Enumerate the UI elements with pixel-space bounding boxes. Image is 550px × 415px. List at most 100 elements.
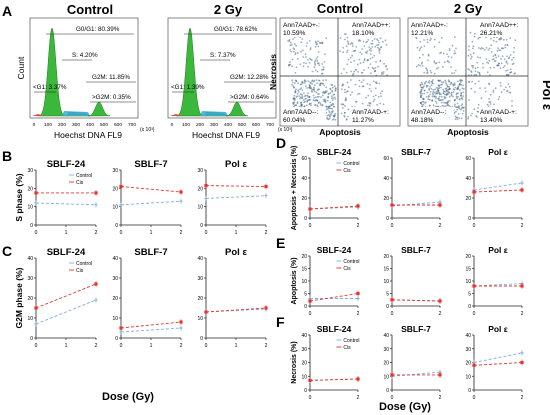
chart-title: SBLF-24 [47,247,86,258]
event-dot [328,110,330,112]
series-control [204,306,268,315]
event-dot [456,116,459,119]
event-dot [487,105,490,107]
event-dot [492,55,495,57]
event-dot [461,112,464,115]
event-dot [342,84,345,86]
chart-C-1: SBLF-7 0 10 20 30 40 0 1 2 [112,247,182,349]
event-dot [423,89,426,92]
x-tick-label: 0 [309,311,312,317]
event-dot [305,97,307,100]
data-point [520,284,524,288]
event-dot [378,52,381,54]
histogram-title: Control [67,2,113,17]
data-point [119,184,123,189]
event-dot [472,64,474,67]
series-cis [204,182,268,190]
event-dot [444,90,447,93]
event-dot [361,102,364,105]
quadrant-value: 26.21% [480,30,503,37]
event-dot [476,66,479,69]
data-point [264,194,268,198]
event-dot [321,94,324,97]
quadrant-name: Ann7AAD++: [352,22,391,29]
event-dot [433,72,436,75]
event-dot [442,92,445,95]
data-point [390,203,394,207]
y-tick-label: 5 [468,292,471,298]
event-dot [346,36,349,39]
quadrant-name: Ann7AAD--: [283,109,318,116]
x-tick-label: 2 [521,223,524,229]
event-dot [460,104,463,107]
x-tick-label: 0 [120,230,123,236]
flow-xlabel: Apoptosis [447,127,489,137]
chart-title: Pol ε [488,324,508,334]
event-dot [291,44,293,46]
y-tick-label: 20 [383,254,389,260]
event-dot [303,92,305,94]
event-dot [434,88,437,91]
event-dot [349,43,352,45]
event-dot [469,53,472,56]
chart-title: SBLF-7 [134,159,167,170]
event-dot [488,101,491,104]
event-dot [317,105,319,108]
event-dot [461,97,464,99]
event-dot [454,105,456,107]
y-tick-label: 40 [465,176,471,182]
event-dot [453,52,455,55]
series-cis [204,305,268,315]
data-point [264,184,268,189]
event-dot [435,67,438,70]
event-dot [421,83,424,86]
panel-letter-a: A [2,3,12,19]
event-dot [512,62,515,65]
event-dot [373,54,376,57]
event-dot [445,82,447,85]
series-control [119,325,183,335]
y-tick-label: 20 [27,296,33,302]
series-line [205,185,267,187]
y-tick-label: 20 [301,196,307,202]
event-dot [366,83,369,85]
event-dot [447,101,449,104]
series-control [472,180,524,193]
event-dot [507,74,509,76]
event-dot [439,79,442,82]
event-dot [495,56,498,59]
event-dot [303,62,305,64]
event-dot [367,38,370,41]
event-dot [442,90,445,93]
event-dot [372,67,375,70]
event-dot [334,118,337,121]
event-dot [473,108,476,111]
event-dot [362,79,365,81]
y-tick-label: 0 [468,388,471,394]
event-dot [509,54,512,56]
event-dot [297,89,300,92]
y-tick-label: 10 [27,316,33,322]
series-cis [34,189,98,196]
event-dot [437,79,440,82]
chart-B-2: Pol ε 0 10 20 30 0 1 2 [197,159,267,236]
event-dot [358,79,361,82]
event-dot [442,88,445,91]
y-tick-label: 40 [383,176,389,182]
event-dot [322,79,324,82]
y-tick-label: 40 [112,256,118,262]
event-dot [435,102,438,104]
y-tick-label: 15 [465,267,471,273]
event-dot [419,64,421,67]
event-dot [489,74,491,76]
event-dot [324,53,326,56]
event-dot [512,56,515,59]
event-dot [334,112,336,115]
event-dot [379,37,382,40]
series-line [391,371,441,377]
legend-label-control: Control [343,338,359,344]
event-dot [291,58,294,61]
event-dot [448,48,451,50]
